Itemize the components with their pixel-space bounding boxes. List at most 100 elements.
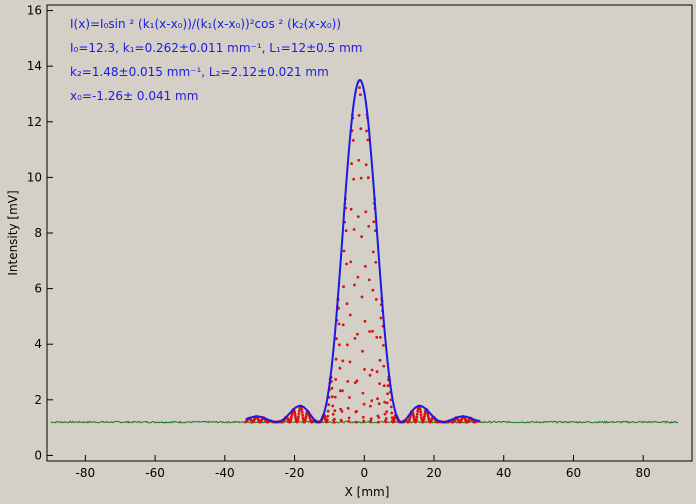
y-axis: 0 2 4 6 8 10 12 14 16 [27,4,53,462]
data-point [347,419,351,423]
data-point [377,420,380,424]
data-point [356,332,359,336]
data-point [383,400,386,404]
data-point [331,404,335,408]
data-point [340,419,343,423]
data-point [353,381,357,385]
data-point [415,412,419,416]
x-tick-label: -20 [285,466,305,480]
data-point [300,410,304,414]
data-point [297,409,301,413]
data-point [357,158,361,162]
data-point [289,415,293,419]
data-point [383,412,387,416]
data-point [368,330,371,333]
data-point [382,364,386,368]
data-point [416,409,420,413]
data-point [334,378,338,381]
x-tick-label: -40 [215,466,235,480]
y-tick-label: 14 [27,59,42,73]
data-point [386,392,389,396]
fit-equation: I(x)=I₀sin ² (k₁(x-x₀))/(k₁(x-x₀))²cos ²… [70,17,341,31]
data-point [371,250,375,254]
data-point [362,419,366,423]
fit-params-2: k₂=1.48±0.015 mm⁻¹, L₂=2.12±0.021 mm [70,65,329,79]
data-point [368,373,372,377]
data-point [363,319,367,323]
data-point [378,358,382,362]
data-point [363,368,366,371]
data-point [293,411,297,415]
data-point [375,335,379,339]
data-point [386,384,390,388]
data-point [349,207,353,211]
data-point [352,177,356,181]
data-point [382,344,385,347]
data-point [390,416,394,420]
y-tick-label: 10 [27,170,42,184]
fit-annotation: I(x)=I₀sin ² (k₁(x-x₀))/(k₁(x-x₀))²cos ²… [70,17,362,103]
data-point [334,357,338,361]
data-point [349,260,353,264]
data-point [376,397,379,401]
data-point [345,302,349,306]
data-point [346,406,350,410]
fit-series [245,79,480,424]
data-point [366,138,370,142]
data-point [423,412,427,416]
data-point [360,235,363,239]
data-point [296,417,300,421]
data-point [360,295,364,299]
data-point [341,389,344,393]
data-point [419,410,422,414]
x-tick-label: 60 [566,466,581,480]
data-point [356,215,360,219]
data-point [353,283,356,287]
data-point [426,414,430,418]
data-point [379,336,382,339]
data-point [370,399,374,403]
data-point [371,288,375,292]
data-point [339,407,343,411]
data-point [372,220,376,224]
data-point [338,366,342,370]
data-point [351,139,355,142]
data-point [348,313,352,317]
data-point [294,415,297,419]
data-point [374,260,378,264]
plot-area [46,4,693,462]
data-point [415,417,418,421]
data-point [385,410,389,414]
y-tick-label: 12 [27,115,42,129]
data-point [359,93,362,97]
data-point [384,417,388,420]
data-point [361,415,365,419]
data-point [357,114,361,117]
data-point [327,403,330,406]
data-point [382,384,386,388]
data-point [347,416,351,420]
data-point [352,228,356,231]
data-point [369,404,372,408]
data-point [331,412,335,416]
x-axis: -80 -60 -40 -20 0 20 40 60 80 [76,455,651,480]
data-point [304,417,307,421]
data-point [377,402,381,406]
data-point [371,329,374,333]
data-point [384,420,388,424]
data-point [420,416,423,419]
data-point [337,322,341,326]
data-point [361,391,365,395]
data-point [369,417,373,421]
data-point [418,407,422,411]
data-point [353,337,357,340]
data-point [338,389,342,393]
data-point [364,210,368,214]
data-point [367,225,371,228]
x-tick-label: -60 [145,466,165,480]
data-point [369,419,373,423]
data-point [348,360,352,364]
data-point [330,386,334,390]
data-point [333,417,336,421]
